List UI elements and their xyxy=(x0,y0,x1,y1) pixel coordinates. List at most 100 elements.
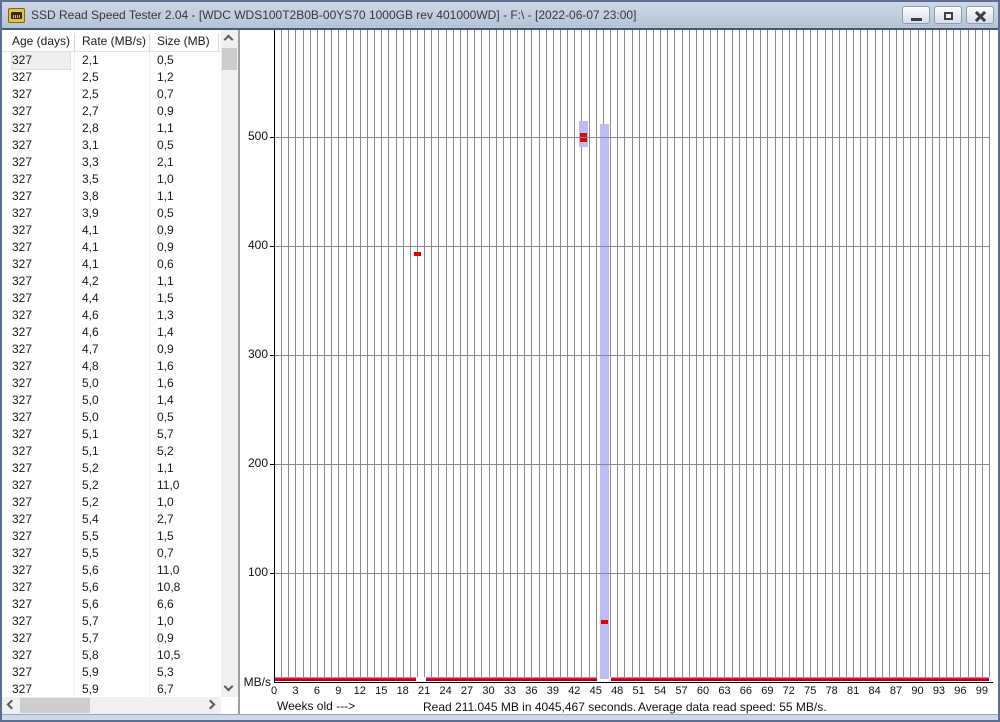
table-cell[interactable]: 2,7 xyxy=(157,512,174,526)
table-cell[interactable]: 327 xyxy=(12,189,33,203)
table-cell[interactable]: 3,8 xyxy=(82,189,99,203)
table-cell[interactable]: 1,4 xyxy=(157,325,174,339)
table-cell[interactable]: 2,8 xyxy=(82,121,99,135)
table-cell[interactable]: 327 xyxy=(12,274,33,288)
table-cell[interactable]: 5,2 xyxy=(82,495,99,509)
table-cell[interactable]: 5,1 xyxy=(82,444,99,458)
table-cell[interactable]: 327 xyxy=(12,206,33,220)
table-cell[interactable]: 327 xyxy=(12,529,33,543)
table-cell[interactable]: 327 xyxy=(12,87,33,101)
horizontal-scroll-thumb[interactable] xyxy=(20,698,90,713)
vertical-scrollbar[interactable] xyxy=(221,30,238,697)
table-cell[interactable]: 327 xyxy=(11,51,71,70)
table-cell[interactable]: 327 xyxy=(12,597,33,611)
table-cell[interactable]: 1,1 xyxy=(157,274,174,288)
table-row[interactable]: 327 5,2 1,0 xyxy=(2,494,221,511)
table-cell[interactable]: 327 xyxy=(12,359,33,373)
table-cell[interactable]: 5,2 xyxy=(82,461,99,475)
table-row[interactable]: 327 5,6 6,6 xyxy=(2,596,221,613)
table-cell[interactable]: 3,9 xyxy=(82,206,99,220)
table-cell[interactable]: 2,1 xyxy=(82,53,99,67)
table-cell[interactable]: 0,6 xyxy=(157,257,174,271)
table-cell[interactable]: 0,5 xyxy=(157,53,174,67)
vertical-scroll-thumb[interactable] xyxy=(222,48,237,70)
table-cell[interactable]: 5,5 xyxy=(82,546,99,560)
table-row[interactable]: 327 4,6 1,3 xyxy=(2,307,221,324)
table-cell[interactable]: 0,7 xyxy=(157,87,174,101)
table-cell[interactable]: 2,1 xyxy=(157,155,174,169)
table-cell[interactable]: 327 xyxy=(12,478,33,492)
table-cell[interactable]: 1,5 xyxy=(157,291,174,305)
table-cell[interactable]: 3,5 xyxy=(82,172,99,186)
table-cell[interactable]: 3,1 xyxy=(82,138,99,152)
table-cell[interactable]: 5,6 xyxy=(82,563,99,577)
close-button[interactable] xyxy=(966,6,994,24)
table-cell[interactable]: 1,6 xyxy=(157,359,174,373)
table-cell[interactable]: 327 xyxy=(12,223,33,237)
table-cell[interactable]: 327 xyxy=(12,427,33,441)
table-cell[interactable]: 10,5 xyxy=(157,648,181,662)
table-cell[interactable]: 11,0 xyxy=(157,563,180,577)
table-cell[interactable]: 1,5 xyxy=(157,529,174,543)
table-row[interactable]: 327 5,9 6,7 xyxy=(2,681,221,698)
table-cell[interactable]: 5,8 xyxy=(82,648,99,662)
table-cell[interactable]: 1,3 xyxy=(157,308,174,322)
table-cell[interactable]: 327 xyxy=(12,648,33,662)
table-cell[interactable]: 1,6 xyxy=(157,376,174,390)
table-cell[interactable]: 2,5 xyxy=(82,87,99,101)
table-cell[interactable]: 1,4 xyxy=(157,393,174,407)
table-cell[interactable]: 327 xyxy=(12,376,33,390)
table-row[interactable]: 327 5,0 1,4 xyxy=(2,392,221,409)
table-row[interactable]: 327 5,1 5,7 xyxy=(2,426,221,443)
table-cell[interactable]: 0,7 xyxy=(157,546,174,560)
table-cell[interactable]: 4,8 xyxy=(82,359,99,373)
table-cell[interactable]: 327 xyxy=(12,70,33,84)
table-cell[interactable]: 5,0 xyxy=(82,393,99,407)
table-cell[interactable]: 327 xyxy=(12,580,33,594)
table-cell[interactable]: 1,0 xyxy=(157,495,174,509)
table-cell[interactable]: 5,9 xyxy=(82,665,99,679)
table-row[interactable]: 327 5,9 5,3 xyxy=(2,664,221,681)
table-row[interactable]: 327 5,0 0,5 xyxy=(2,409,221,426)
table-cell[interactable]: 1,0 xyxy=(157,614,174,628)
table-row[interactable]: 327 5,7 0,9 xyxy=(2,630,221,647)
table-cell[interactable]: 327 xyxy=(12,308,33,322)
table-row[interactable]: 327 4,1 0,9 xyxy=(2,239,221,256)
table-cell[interactable]: 327 xyxy=(12,665,33,679)
table-cell[interactable]: 1,1 xyxy=(157,121,174,135)
table-cell[interactable]: 327 xyxy=(12,257,33,271)
table-cell[interactable]: 0,5 xyxy=(157,138,174,152)
table-row[interactable]: 327 4,8 1,6 xyxy=(2,358,221,375)
table-cell[interactable]: 5,0 xyxy=(82,410,99,424)
scroll-down-button[interactable] xyxy=(221,680,238,697)
table-row[interactable]: 327 5,6 10,8 xyxy=(2,579,221,596)
column-header-rate[interactable]: Rate (MB/s) xyxy=(82,34,147,48)
table-row[interactable]: 327 2,5 0,7 xyxy=(2,86,221,103)
table-cell[interactable]: 0,9 xyxy=(157,223,174,237)
table-cell[interactable]: 327 xyxy=(12,546,33,560)
table-cell[interactable]: 0,9 xyxy=(157,631,174,645)
table-row[interactable]: 327 5,1 5,2 xyxy=(2,443,221,460)
table-cell[interactable]: 327 xyxy=(12,563,33,577)
table-cell[interactable]: 4,7 xyxy=(82,342,99,356)
table-cell[interactable]: 5,3 xyxy=(157,665,174,679)
table-cell[interactable]: 5,5 xyxy=(82,529,99,543)
table-cell[interactable]: 327 xyxy=(12,104,33,118)
table-row[interactable]: 327 5,0 1,6 xyxy=(2,375,221,392)
table-cell[interactable]: 327 xyxy=(12,631,33,645)
minimize-button[interactable] xyxy=(902,6,930,24)
scroll-up-button[interactable] xyxy=(221,30,238,47)
scroll-right-button[interactable] xyxy=(204,697,221,714)
table-cell[interactable]: 2,7 xyxy=(82,104,99,118)
table-cell[interactable]: 327 xyxy=(12,461,33,475)
table-row[interactable]: 327 3,8 1,1 xyxy=(2,188,221,205)
table-row[interactable]: 327 4,2 1,1 xyxy=(2,273,221,290)
table-cell[interactable]: 327 xyxy=(12,172,33,186)
table-cell[interactable]: 327 xyxy=(12,342,33,356)
table-cell[interactable]: 1,1 xyxy=(157,189,174,203)
table-cell[interactable]: 327 xyxy=(12,512,33,526)
table-row[interactable]: 327 4,6 1,4 xyxy=(2,324,221,341)
table-cell[interactable]: 327 xyxy=(12,682,33,696)
table-cell[interactable]: 4,4 xyxy=(82,291,99,305)
table-cell[interactable]: 5,7 xyxy=(82,614,99,628)
